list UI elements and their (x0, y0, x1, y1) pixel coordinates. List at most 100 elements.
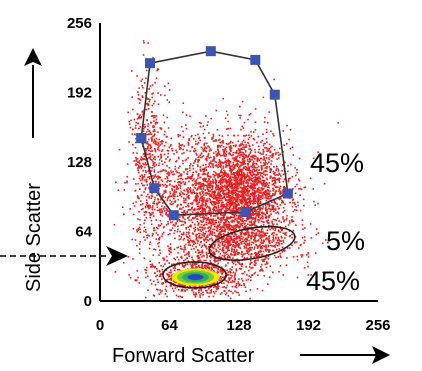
event-point (250, 236, 252, 239)
event-point (166, 176, 168, 178)
event-point (222, 217, 224, 219)
event-point (280, 256, 282, 258)
event-point (143, 82, 146, 84)
event-point (149, 214, 151, 217)
event-point (267, 245, 270, 248)
event-point (201, 204, 204, 206)
event-point (230, 209, 232, 212)
event-point (209, 238, 211, 240)
event-point (279, 153, 282, 156)
event-point (267, 186, 270, 189)
event-point (236, 198, 239, 201)
event-point (262, 187, 265, 190)
event-point (279, 185, 282, 188)
event-point (216, 236, 219, 238)
event-point (188, 240, 190, 242)
event-point (239, 200, 241, 203)
event-point (286, 257, 288, 259)
event-point (169, 233, 171, 235)
event-point (252, 218, 254, 220)
event-point (215, 250, 218, 252)
event-point (199, 206, 201, 209)
event-point (196, 143, 199, 145)
event-point (243, 162, 245, 164)
event-point (307, 265, 309, 268)
event-point (216, 272, 218, 274)
event-point (217, 244, 220, 246)
event-point (240, 253, 243, 255)
event-point (227, 280, 229, 283)
event-point (282, 216, 284, 218)
event-point (277, 230, 280, 233)
event-point (232, 271, 235, 274)
event-point (177, 225, 179, 228)
event-point (180, 211, 183, 214)
event-point (160, 128, 163, 131)
event-point (249, 193, 252, 195)
event-point (245, 182, 247, 184)
event-point (239, 156, 241, 159)
event-point (187, 142, 190, 145)
event-point (155, 77, 158, 79)
event-point (208, 178, 211, 180)
event-point (247, 201, 249, 204)
event-point (268, 241, 270, 244)
event-point (196, 242, 199, 245)
event-point (231, 173, 234, 175)
event-point (217, 240, 220, 243)
event-point (253, 210, 256, 212)
event-point (217, 201, 220, 203)
event-point (242, 180, 244, 183)
event-point (242, 236, 245, 239)
event-point (222, 271, 224, 273)
event-point (213, 158, 215, 161)
event-point (326, 241, 329, 244)
event-point (161, 160, 163, 162)
event-point (150, 223, 153, 226)
event-point (206, 253, 208, 256)
event-point (123, 261, 125, 264)
event-point (210, 269, 212, 272)
event-point (241, 231, 243, 234)
event-point (217, 268, 220, 271)
event-point (218, 245, 221, 247)
event-point (182, 160, 184, 162)
event-point (240, 174, 242, 177)
event-point (276, 241, 279, 244)
event-point (266, 163, 269, 165)
event-point (138, 161, 140, 164)
event-point (165, 212, 167, 214)
event-point (187, 197, 190, 199)
event-point (284, 161, 286, 164)
event-point (252, 173, 255, 176)
event-point (256, 240, 258, 242)
event-point (278, 180, 280, 182)
event-point (221, 214, 224, 216)
event-point (209, 187, 211, 189)
event-point (294, 192, 297, 195)
event-point (230, 249, 233, 251)
event-point (211, 184, 214, 187)
event-point (270, 176, 272, 179)
event-point (267, 258, 270, 260)
event-point (245, 249, 248, 252)
event-point (222, 165, 225, 168)
event-point (265, 177, 268, 180)
event-point (194, 216, 197, 219)
event-point (161, 210, 163, 212)
event-point (251, 246, 253, 249)
event-point (289, 147, 292, 150)
event-point (197, 165, 199, 167)
event-point (233, 249, 236, 251)
event-point (157, 148, 159, 151)
event-point (236, 182, 238, 185)
event-point (217, 246, 219, 249)
event-point (307, 252, 310, 255)
event-point (231, 187, 234, 189)
event-point (201, 226, 204, 228)
event-point (291, 220, 293, 223)
event-point (197, 257, 199, 259)
event-point (236, 150, 238, 152)
event-point (221, 254, 224, 257)
event-point (226, 185, 228, 188)
